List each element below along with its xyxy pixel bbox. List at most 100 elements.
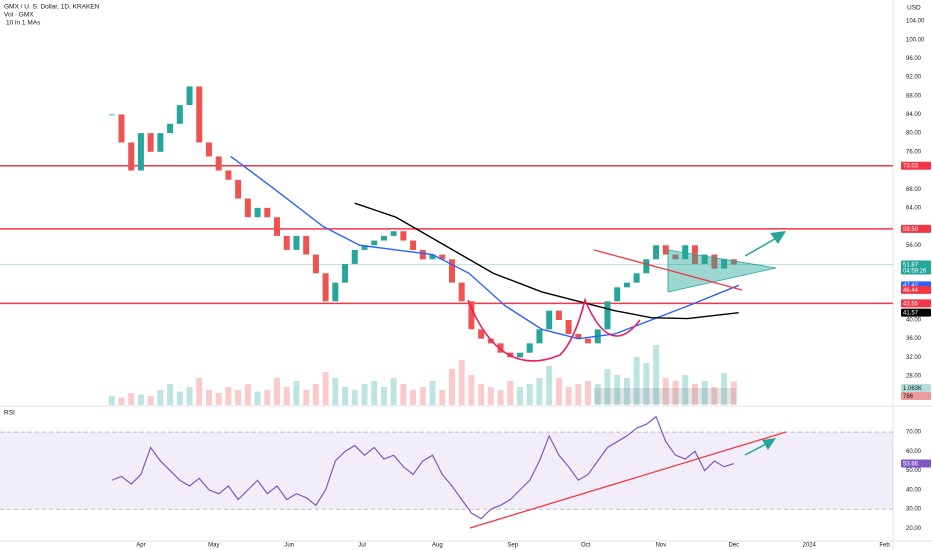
candle [458, 282, 465, 302]
candle [623, 282, 630, 288]
x-tick-label: Sep [507, 543, 518, 549]
candle [332, 282, 339, 302]
candle [410, 240, 417, 250]
rsi-band [0, 432, 893, 510]
price-badge [901, 224, 931, 233]
candle [361, 245, 368, 250]
trendline [593, 249, 743, 291]
volume-bar [283, 387, 290, 405]
volume-bar [293, 381, 300, 405]
y-tick-label: 104.00 [906, 19, 925, 25]
candle [526, 343, 533, 353]
volume-bar [225, 387, 232, 405]
candle [108, 114, 115, 116]
y-tick-label: 64.00 [906, 205, 922, 211]
volume-bar [108, 396, 115, 405]
volume-bar [623, 378, 630, 405]
volume-bar [167, 384, 174, 405]
candle [497, 343, 504, 353]
currency: USD [907, 5, 921, 12]
candle [565, 319, 572, 334]
volume-bar [186, 387, 193, 405]
candle [400, 231, 407, 241]
volume-bar [264, 390, 271, 405]
volume-bar [594, 384, 601, 405]
candle [711, 254, 718, 269]
volume-bar [147, 396, 154, 405]
volume-bar [604, 369, 611, 405]
candle [380, 235, 387, 241]
candle [633, 273, 640, 283]
volume-bar [711, 387, 718, 405]
volume-bar [555, 378, 562, 405]
candle [536, 329, 543, 344]
volume-badge-label: 1.063K [903, 386, 922, 392]
volume-bar [701, 381, 708, 405]
candle [555, 310, 562, 320]
x-tick-label: 2024 [802, 543, 816, 549]
volume-bar [118, 397, 125, 405]
volume-bar [176, 391, 183, 405]
volume-bar [585, 381, 592, 405]
x-tick-label: Apr [136, 543, 145, 549]
price-badge-label: 73.03 [903, 164, 919, 170]
candle [293, 235, 300, 250]
rsi-arrow-head [762, 438, 776, 450]
alert-zone [594, 388, 736, 404]
candle [575, 333, 582, 339]
candle [342, 263, 349, 283]
candle [196, 86, 203, 143]
candle [429, 254, 436, 260]
volume-bar [517, 387, 524, 405]
candle [672, 254, 679, 260]
y-tick-label: 36.00 [906, 336, 922, 342]
y-tick-label: 88.00 [906, 93, 922, 99]
moving-average [354, 202, 739, 320]
candle [604, 301, 611, 330]
x-tick-label: Jun [284, 543, 294, 549]
candle [225, 170, 232, 180]
candle [662, 245, 669, 255]
candle [643, 259, 650, 274]
current-badge [901, 260, 931, 275]
volume-bar [312, 384, 319, 405]
volume-bar [526, 384, 533, 405]
volume-bar [157, 390, 164, 405]
candle [205, 142, 212, 157]
price-badge [901, 459, 931, 468]
volume-bar [215, 393, 222, 405]
price-badge-label: 43.55 [903, 301, 919, 307]
volume-bar [410, 390, 417, 405]
candle [682, 245, 689, 260]
volume-bar [662, 378, 669, 405]
ma-legend: 10 in 1 MAs [6, 20, 41, 27]
y-tick-label: 56.00 [906, 243, 922, 249]
volume-bar [682, 375, 689, 405]
y-tick-label: 50.00 [906, 468, 922, 474]
rsi-legend: RSI [4, 410, 15, 417]
symbol-title: GMX / U. S. Dollar, 1D, KRAKEN [4, 4, 100, 11]
candle [283, 235, 290, 250]
volume-bar [390, 378, 397, 405]
volume-bar [536, 378, 543, 405]
volume-bar [342, 387, 349, 405]
x-tick-label: May [208, 543, 219, 549]
volume-bar [672, 381, 679, 405]
y-tick-label: 70.00 [906, 430, 922, 436]
candle [439, 254, 446, 260]
volume-bar [633, 357, 640, 405]
price-pane: 104.00 100.00 96.00 92.00 88.00 84.00 80.00 76.… [0, 19, 931, 405]
volume-bar [429, 381, 436, 405]
volume-bar [507, 381, 514, 405]
candle [448, 259, 455, 283]
y-tick-label: 32.00 [906, 355, 922, 361]
volume-bar [643, 363, 650, 405]
candle [254, 207, 261, 218]
y-tick-label: 68.00 [906, 187, 922, 193]
volume-bar [565, 387, 572, 405]
rsi-trendline [469, 431, 787, 529]
candle [585, 338, 592, 344]
candle [468, 301, 475, 330]
volume-bar [380, 387, 387, 405]
